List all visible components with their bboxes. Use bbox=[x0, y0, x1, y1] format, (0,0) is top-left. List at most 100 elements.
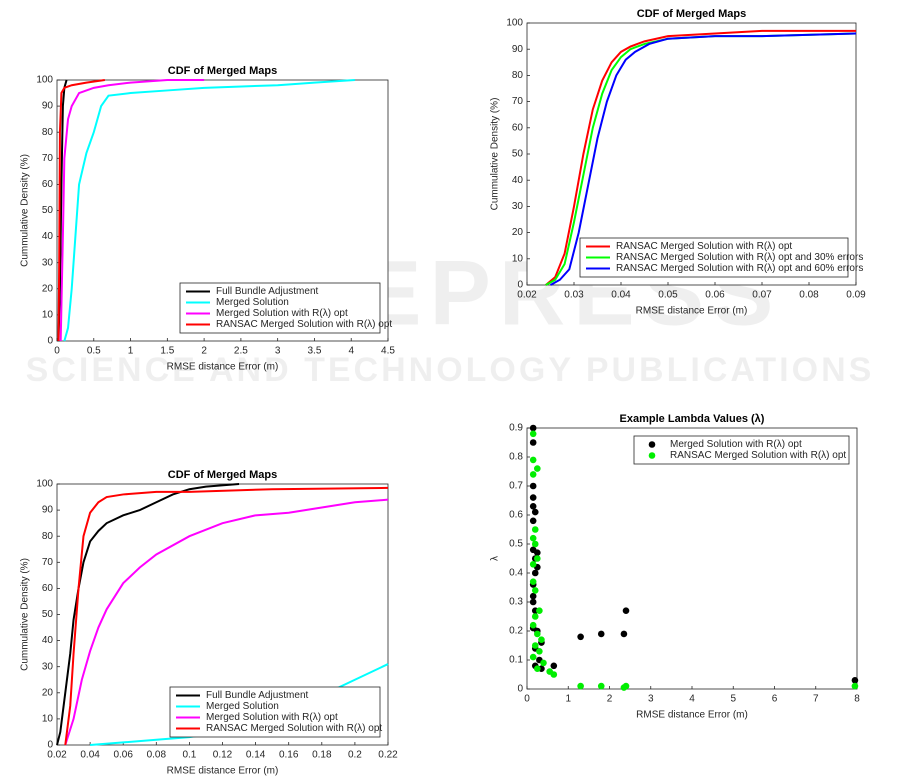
data-point bbox=[529, 503, 537, 510]
x-tick-label: 0.22 bbox=[378, 750, 398, 761]
data-point bbox=[531, 508, 539, 516]
data-point bbox=[531, 526, 539, 533]
data-point bbox=[529, 456, 537, 464]
x-axis-label: RMSE distance Error (m) bbox=[636, 306, 748, 317]
y-tick-label: 70 bbox=[512, 96, 524, 107]
x-tick-label: 2.5 bbox=[234, 346, 248, 357]
y-tick-label: 10 bbox=[42, 310, 54, 321]
x-tick-label: 0.5 bbox=[87, 346, 101, 357]
x-tick-label: 3 bbox=[648, 694, 654, 705]
data-point bbox=[531, 613, 539, 620]
y-tick-label: 0.3 bbox=[509, 597, 523, 608]
x-tick-label: 7 bbox=[813, 694, 819, 705]
y-tick-label: 0.4 bbox=[509, 568, 523, 579]
data-point bbox=[534, 549, 541, 556]
y-tick-label: 0 bbox=[47, 740, 53, 751]
data-point bbox=[534, 630, 541, 638]
x-tick-label: 1 bbox=[565, 694, 571, 705]
data-point bbox=[529, 561, 537, 568]
y-tick-label: 0.7 bbox=[509, 481, 523, 492]
x-tick-label: 0.06 bbox=[113, 750, 133, 761]
y-tick-label: 30 bbox=[42, 661, 54, 672]
data-line bbox=[550, 32, 857, 286]
data-line bbox=[64, 486, 389, 746]
y-tick-label: 0 bbox=[517, 280, 523, 291]
x-tick-label: 0.06 bbox=[705, 290, 725, 301]
y-tick-label: 10 bbox=[512, 253, 524, 264]
y-tick-label: 80 bbox=[42, 127, 54, 138]
x-tick-label: 0.18 bbox=[312, 750, 332, 761]
x-tick-label: 0.02 bbox=[47, 750, 67, 761]
data-point bbox=[529, 592, 537, 600]
x-tick-label: 0.03 bbox=[564, 290, 584, 301]
data-point bbox=[597, 630, 605, 638]
data-point bbox=[577, 682, 584, 690]
y-tick-label: 0.8 bbox=[509, 452, 523, 463]
y-tick-label: 10 bbox=[42, 714, 54, 725]
chart: Example Lambda Values (λ) RMSE distance E… bbox=[490, 413, 861, 721]
y-tick-label: 100 bbox=[36, 479, 53, 490]
legend-label: Merged Solution bbox=[216, 297, 289, 308]
data-point bbox=[540, 659, 547, 667]
y-tick-label: 20 bbox=[42, 283, 54, 294]
data-point bbox=[597, 682, 605, 690]
data-point bbox=[550, 662, 558, 670]
x-tick-label: 3 bbox=[275, 346, 281, 357]
data-point bbox=[529, 578, 537, 585]
data-point bbox=[538, 636, 545, 643]
data-point bbox=[620, 630, 628, 638]
data-line bbox=[57, 79, 105, 342]
data-point bbox=[531, 540, 539, 548]
y-tick-label: 20 bbox=[42, 687, 54, 698]
x-tick-label: 0.16 bbox=[279, 750, 299, 761]
data-point bbox=[622, 607, 630, 614]
y-tick-label: 90 bbox=[512, 44, 524, 55]
legend-box bbox=[633, 435, 850, 465]
watermark-subtitle: SCIENCE AND TECHNOLOGY PUBLICATIONS bbox=[26, 351, 875, 389]
x-tick-label: 0.04 bbox=[611, 290, 631, 301]
x-axis-label: RMSE distance Error (m) bbox=[167, 362, 279, 373]
chart-title: CDF of Merged Maps bbox=[168, 469, 277, 481]
y-tick-label: 0.9 bbox=[509, 423, 523, 434]
data-point bbox=[529, 424, 537, 432]
x-tick-label: 0.1 bbox=[182, 750, 196, 761]
data-point bbox=[531, 569, 539, 577]
chart: CDF of Merged Maps RMSE distance Error (m… bbox=[20, 469, 399, 777]
chart-title: Example Lambda Values (λ) bbox=[620, 413, 765, 425]
data-point bbox=[534, 555, 541, 562]
legend-label: Merged Solution with R(λ) opt bbox=[670, 439, 802, 450]
data-point bbox=[851, 682, 859, 690]
x-tick-label: 4.5 bbox=[381, 346, 395, 357]
legend-label: RANSAC Merged Solution with R(λ) opt and… bbox=[616, 263, 863, 274]
x-axis-label: RMSE distance Error (m) bbox=[167, 766, 279, 777]
legend-swatch bbox=[648, 441, 656, 448]
y-tick-label: 60 bbox=[512, 122, 524, 133]
y-tick-label: 80 bbox=[512, 70, 524, 81]
legend-label: Merged Solution with R(λ) opt bbox=[206, 712, 338, 723]
y-tick-label: 0.1 bbox=[509, 655, 523, 666]
data-line bbox=[59, 79, 205, 342]
y-axis-label: Cummulative Density (%) bbox=[20, 154, 31, 267]
x-tick-label: 4 bbox=[348, 346, 354, 357]
legend-label: RANSAC Merged Solution with R(λ) opt and… bbox=[616, 252, 863, 263]
data-point bbox=[531, 587, 539, 594]
data-point bbox=[529, 621, 537, 629]
plot-area bbox=[526, 427, 858, 690]
legend-label: Merged Solution with R(λ) opt bbox=[216, 308, 348, 319]
legend-box bbox=[169, 686, 381, 738]
y-tick-label: 40 bbox=[42, 635, 54, 646]
x-tick-label: 1.5 bbox=[160, 346, 174, 357]
data-line bbox=[64, 498, 389, 746]
chart-title: CDF of Merged Maps bbox=[637, 8, 746, 20]
y-axis-label: Cummulative Density (%) bbox=[490, 98, 501, 211]
legend-label: RANSAC Merged Solution with R(λ) opt bbox=[206, 723, 382, 734]
x-tick-label: 0.12 bbox=[213, 750, 233, 761]
chart: CDF of Merged Maps RMSE distance Error (m… bbox=[490, 8, 867, 317]
legend-box bbox=[579, 237, 849, 278]
x-tick-label: 0.09 bbox=[846, 290, 866, 301]
y-axis-label: Cummulative Density (%) bbox=[20, 558, 31, 671]
y-tick-label: 40 bbox=[42, 231, 54, 242]
data-point bbox=[534, 465, 541, 472]
legend-box bbox=[179, 282, 381, 334]
x-tick-label: 4 bbox=[689, 694, 695, 705]
